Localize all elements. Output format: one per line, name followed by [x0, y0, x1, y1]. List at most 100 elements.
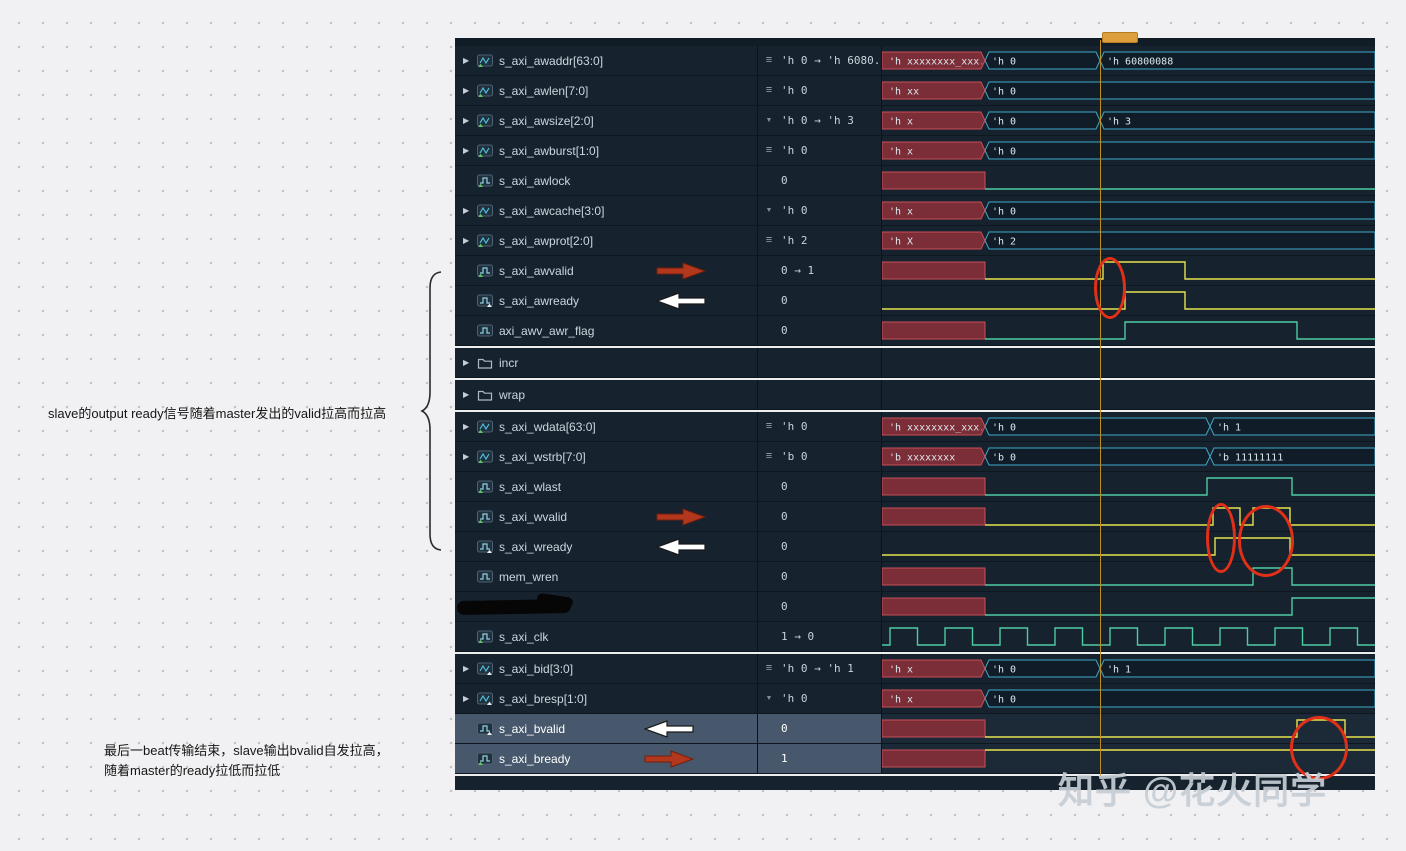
- waveform-lane[interactable]: [882, 562, 1375, 591]
- waveform-lane[interactable]: [882, 348, 1375, 377]
- expander-icon[interactable]: ▶: [463, 85, 470, 95]
- signal-value: 0: [781, 510, 788, 523]
- waveform-lane[interactable]: [882, 316, 1375, 345]
- waveform-lane[interactable]: 'h x 'h 0: [882, 196, 1375, 225]
- signal-name-cell[interactable]: s_axi_wvalid: [455, 502, 758, 531]
- signal-row-s_axi_awaddr_63_0_[interactable]: ▶ s_axi_awaddr[63:0] ≡'h 0 → 'h 6080...'h …: [455, 46, 1375, 76]
- waveform-cursor[interactable]: [1100, 40, 1101, 778]
- value-format-icon[interactable]: ≡: [765, 144, 773, 156]
- signal-row-redacted[interactable]: 0: [455, 592, 1375, 622]
- signal-value: 0 → 1: [781, 264, 815, 277]
- waveform-lane[interactable]: 'h x 'h 0 'h 3: [882, 106, 1375, 135]
- value-format-icon[interactable]: ≡: [765, 54, 773, 66]
- signal-row-s_axi_wlast[interactable]: s_axi_wlast 0: [455, 472, 1375, 502]
- value-format-icon[interactable]: ≡: [765, 84, 773, 96]
- signal-name-cell[interactable]: ▶ s_axi_awlen[7:0]: [455, 76, 758, 105]
- signal-row-s_axi_awcache_3_0_[interactable]: ▶ s_axi_awcache[3:0] ▼ 'h 0 'h x 'h 0: [455, 196, 1375, 226]
- expander-icon[interactable]: ▶: [463, 693, 470, 703]
- waveform-lane[interactable]: [882, 622, 1375, 651]
- waveform-lane[interactable]: [882, 592, 1375, 621]
- signal-row-s_axi_bid_3_0_[interactable]: ▶ s_axi_bid[3:0] ≡ 'h 0 → 'h 1 'h x 'h 0 'h 1: [455, 654, 1375, 684]
- waveform-lane[interactable]: 'h x 'h 0: [882, 136, 1375, 165]
- value-format-icon[interactable]: ▼: [765, 207, 773, 214]
- signal-name-cell[interactable]: mem_wren: [455, 562, 758, 591]
- signal-row-wrap[interactable]: ▶ wrap: [455, 380, 1375, 410]
- waveform-lane[interactable]: 'h xx 'h 0: [882, 76, 1375, 105]
- expander-icon[interactable]: ▶: [463, 145, 470, 155]
- cursor-time-badge[interactable]: [1102, 32, 1138, 43]
- annotation-ready-valid-note: slave的output ready信号随着master发出的valid拉高而拉…: [48, 406, 387, 421]
- signal-row-s_axi_awvalid[interactable]: s_axi_awvalid 0 → 1: [455, 256, 1375, 286]
- waveform-lane[interactable]: [882, 472, 1375, 501]
- waveform-lane[interactable]: [882, 532, 1375, 561]
- signal-name-cell[interactable]: ▶ s_axi_bid[3:0]: [455, 654, 758, 683]
- value-format-icon[interactable]: ≡: [765, 420, 773, 432]
- signal-row-s_axi_awsize_2_0_[interactable]: ▶ s_axi_awsize[2:0] ▼'h 0 → 'h 3'h x'h 0'h…: [455, 106, 1375, 136]
- signal-name-cell[interactable]: ▶ s_axi_wstrb[7:0]: [455, 442, 758, 471]
- waveform-lane[interactable]: 'h x 'h 0 'h 1: [882, 654, 1375, 683]
- signal-name-cell[interactable]: [455, 592, 758, 621]
- expander-icon[interactable]: ▶: [463, 357, 470, 367]
- expander-icon[interactable]: ▶: [463, 205, 470, 215]
- signal-name-cell[interactable]: ▶ s_axi_awaddr[63:0]: [455, 46, 758, 75]
- signal-value: 0: [781, 294, 788, 307]
- group-separator: [455, 378, 1375, 380]
- waveform-lane[interactable]: 'h x 'h 0: [882, 684, 1375, 713]
- signal-name-cell[interactable]: s_axi_wready: [455, 532, 758, 561]
- waveform-lane[interactable]: 'h xxxxxxxx_xxx...'h 0 'h 60800088: [882, 46, 1375, 75]
- value-format-icon[interactable]: ≡: [765, 234, 773, 246]
- signal-row-s_axi_awready[interactable]: s_axi_awready 0: [455, 286, 1375, 316]
- signal-row-s_axi_wvalid[interactable]: s_axi_wvalid 0: [455, 502, 1375, 532]
- waveform-lane[interactable]: [882, 286, 1375, 315]
- signal-name-cell[interactable]: s_axi_awready: [455, 286, 758, 315]
- expander-icon[interactable]: ▶: [463, 235, 470, 245]
- signal-row-axi_awv_awr_flag[interactable]: axi_awv_awr_flag 0: [455, 316, 1375, 346]
- expander-icon[interactable]: ▶: [463, 115, 470, 125]
- expander-icon[interactable]: ▶: [463, 451, 470, 461]
- signal-name-cell[interactable]: s_axi_wlast: [455, 472, 758, 501]
- signal-row-s_axi_awprot_2_0_[interactable]: ▶ s_axi_awprot[2:0] ≡ 'h 2 'h X 'h 2: [455, 226, 1375, 256]
- waveform-lane[interactable]: 'h xxxxxxxx_xxx...'h 0 'h 1: [882, 412, 1375, 441]
- signal-name-cell[interactable]: ▶ s_axi_awcache[3:0]: [455, 196, 758, 225]
- signal-name-cell[interactable]: ▶ wrap: [455, 380, 758, 409]
- value-format-icon[interactable]: ≡: [765, 662, 773, 674]
- signal-name-cell[interactable]: s_axi_awvalid: [455, 256, 758, 285]
- signal-name-cell[interactable]: ▶ s_axi_wdata[63:0]: [455, 412, 758, 441]
- signal-name-cell[interactable]: s_axi_bready: [455, 744, 758, 773]
- value-format-icon[interactable]: ▼: [765, 117, 773, 124]
- signal-name-cell[interactable]: ▶ s_axi_awprot[2:0]: [455, 226, 758, 255]
- signal-row-s_axi_awlen_7_0_[interactable]: ▶ s_axi_awlen[7:0] ≡ 'h 0 'h xx 'h 0: [455, 76, 1375, 106]
- waveform-lane[interactable]: [882, 380, 1375, 409]
- signal-name-cell[interactable]: s_axi_bvalid: [455, 714, 758, 743]
- waveform-lane[interactable]: [882, 256, 1375, 285]
- signal-row-s_axi_awburst_1_0_[interactable]: ▶ s_axi_awburst[1:0] ≡ 'h 0 'h x 'h 0: [455, 136, 1375, 166]
- signal-row-s_axi_wstrb_7_0_[interactable]: ▶ s_axi_wstrb[7:0] ≡'b 0'b xxxxxxxx'b 0'b …: [455, 442, 1375, 472]
- signal-row-mem_wren[interactable]: mem_wren 0: [455, 562, 1375, 592]
- signal-value-cell: ≡ 'h 2: [758, 226, 882, 255]
- expander-icon[interactable]: ▶: [463, 55, 470, 65]
- signal-row-s_axi_bresp_1_0_[interactable]: ▶ s_axi_bresp[1:0] ▼ 'h 0 'h x 'h 0: [455, 684, 1375, 714]
- signal-name-cell[interactable]: axi_awv_awr_flag: [455, 316, 758, 345]
- signal-row-s_axi_wready[interactable]: s_axi_wready 0: [455, 532, 1375, 562]
- signal-row-s_axi_wdata_63_0_[interactable]: ▶ s_axi_wdata[63:0] ≡'h 0'h xxxxxxxx_xxx..…: [455, 412, 1375, 442]
- signal-name-cell[interactable]: ▶ s_axi_bresp[1:0]: [455, 684, 758, 713]
- value-format-icon[interactable]: ≡: [765, 450, 773, 462]
- signal-row-s_axi_bvalid[interactable]: s_axi_bvalid 0: [455, 714, 1375, 744]
- signal-row-incr[interactable]: ▶ incr: [455, 348, 1375, 378]
- waveform-lane[interactable]: [882, 502, 1375, 531]
- signal-row-s_axi_awlock[interactable]: s_axi_awlock 0: [455, 166, 1375, 196]
- signal-name-cell[interactable]: ▶ s_axi_awburst[1:0]: [455, 136, 758, 165]
- signal-name-cell[interactable]: ▶ s_axi_awsize[2:0]: [455, 106, 758, 135]
- expander-icon[interactable]: ▶: [463, 421, 470, 431]
- svg-text:'h x: 'h x: [889, 695, 913, 706]
- waveform-lane[interactable]: 'h X 'h 2: [882, 226, 1375, 255]
- waveform-lane[interactable]: 'b xxxxxxxx 'b 0 'b 11111111: [882, 442, 1375, 471]
- signal-row-s_axi_clk[interactable]: s_axi_clk 1 → 0: [455, 622, 1375, 652]
- signal-name-cell[interactable]: s_axi_clk: [455, 622, 758, 651]
- value-format-icon[interactable]: ▼: [765, 695, 773, 702]
- expander-icon[interactable]: ▶: [463, 389, 470, 399]
- expander-icon[interactable]: ▶: [463, 663, 470, 673]
- signal-name-cell[interactable]: s_axi_awlock: [455, 166, 758, 195]
- signal-name-cell[interactable]: ▶ incr: [455, 348, 758, 377]
- waveform-lane[interactable]: [882, 166, 1375, 195]
